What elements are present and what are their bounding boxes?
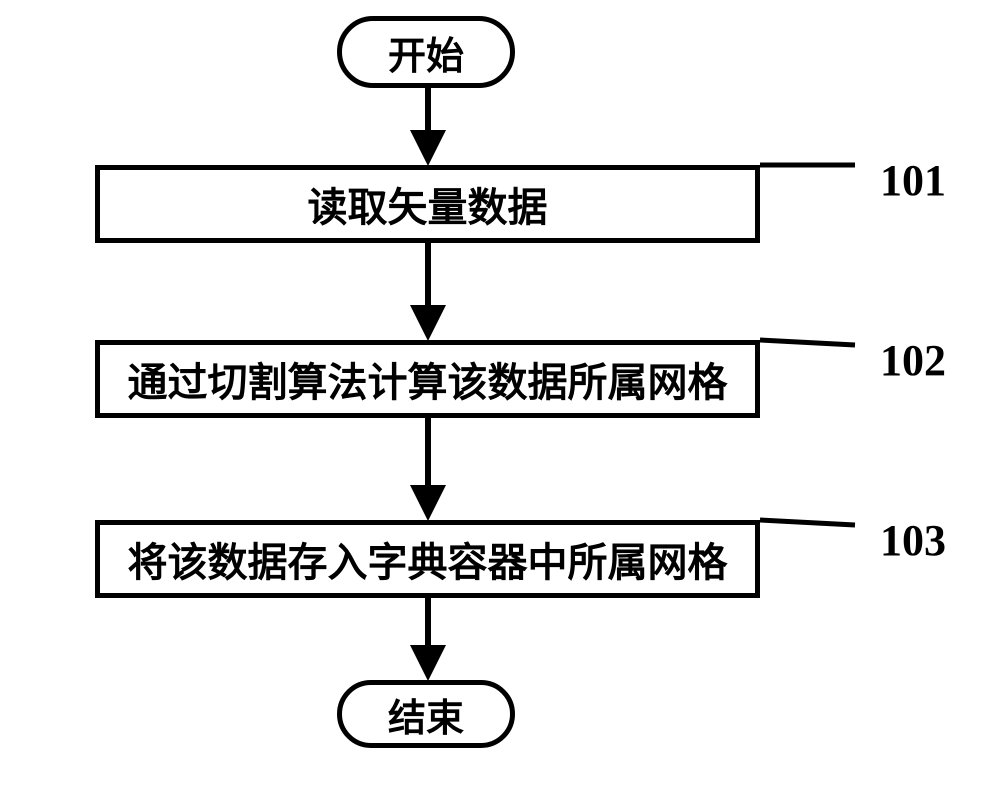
- start-node: 开始: [337, 16, 515, 88]
- leader-step2: [760, 340, 855, 345]
- step1-node: 读取矢量数据: [95, 165, 760, 243]
- step1-label: 读取矢量数据: [308, 175, 548, 233]
- end-node: 结束: [337, 680, 515, 748]
- step3-node: 将该数据存入字典容器中所属网格: [95, 520, 760, 598]
- step3-label: 将该数据存入字典容器中所属网格: [128, 530, 728, 588]
- step2-node: 通过切割算法计算该数据所属网格: [95, 340, 760, 418]
- end-label: 结束: [388, 687, 464, 742]
- step2-label: 通过切割算法计算该数据所属网格: [128, 350, 728, 408]
- step2-tag: 102: [880, 335, 946, 386]
- start-label: 开始: [388, 25, 464, 80]
- flowchart-canvas: 开始 读取矢量数据 101 通过切割算法计算该数据所属网格 102 将该数据存入…: [0, 0, 1000, 798]
- leader-step3: [760, 520, 855, 525]
- step3-tag: 103: [880, 515, 946, 566]
- step1-tag: 101: [880, 155, 946, 206]
